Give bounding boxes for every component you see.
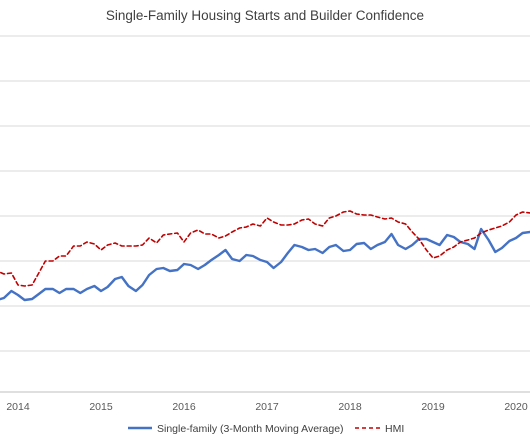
legend-label-single-family: Single-family (3-Month Moving Average) — [157, 423, 344, 435]
series-line-single-family — [0, 227, 530, 302]
x-tick-label: 2020 — [504, 401, 528, 413]
x-tick-label: 2019 — [421, 401, 445, 413]
x-tick-label: 2014 — [6, 401, 30, 413]
legend-label-hmi: HMI — [385, 423, 404, 435]
series-line-hmi — [0, 210, 530, 287]
x-tick-label: 2015 — [89, 401, 113, 413]
x-tick-label: 2016 — [172, 401, 196, 413]
x-tick-label: 2017 — [255, 401, 279, 413]
x-tick-label: 2018 — [338, 401, 362, 413]
chart-title: Single-Family Housing Starts and Builder… — [105, 8, 425, 23]
